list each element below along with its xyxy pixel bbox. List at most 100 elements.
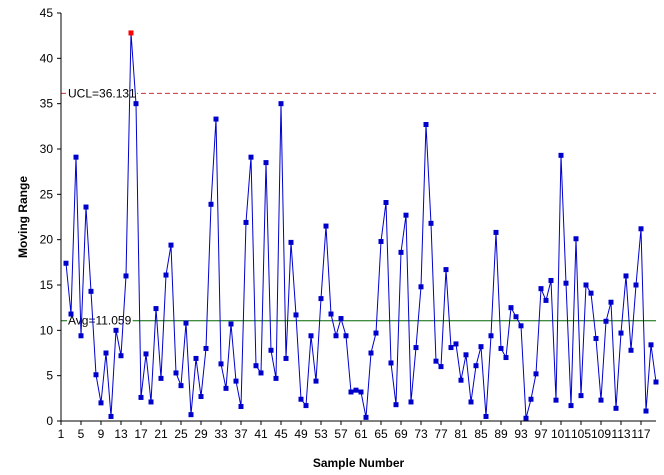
data-point	[643, 408, 649, 414]
data-point	[303, 403, 309, 409]
x-tick-label: 109	[591, 427, 611, 441]
data-point	[138, 394, 144, 400]
data-point	[333, 333, 339, 339]
data-point	[653, 379, 659, 385]
y-tick-label: 20	[40, 233, 54, 247]
x-tick-label: 97	[534, 427, 548, 441]
x-tick-label: 61	[354, 427, 368, 441]
data-point	[248, 154, 254, 160]
data-point	[573, 236, 579, 242]
data-point	[443, 267, 449, 273]
x-tick-label: 25	[174, 427, 188, 441]
x-tick-label: 45	[274, 427, 288, 441]
data-point	[603, 318, 609, 324]
data-point	[343, 333, 349, 339]
y-tick-label: 25	[40, 187, 54, 201]
data-point	[403, 212, 409, 218]
x-tick-label: 85	[474, 427, 488, 441]
data-point	[213, 116, 219, 122]
data-point	[418, 284, 424, 290]
data-point	[518, 323, 524, 329]
data-point	[318, 296, 324, 302]
x-tick-label: 41	[254, 427, 268, 441]
data-point	[398, 249, 404, 255]
data-point	[273, 375, 279, 381]
y-tick-label: 45	[40, 6, 54, 20]
data-point	[358, 389, 364, 395]
data-point	[393, 402, 399, 408]
y-axis-ticks: 0 5 10 15 20 25 30 35 40 45	[40, 6, 61, 428]
data-point	[638, 226, 644, 232]
data-point	[628, 347, 634, 353]
data-point	[278, 101, 284, 107]
data-point	[233, 378, 239, 384]
data-point	[298, 396, 304, 402]
data-point	[308, 333, 314, 339]
data-point	[258, 370, 264, 376]
data-point	[613, 405, 619, 411]
data-point	[408, 399, 414, 405]
data-point	[288, 239, 294, 245]
data-point	[553, 397, 559, 403]
data-point	[533, 371, 539, 377]
data-point	[608, 299, 614, 305]
data-point	[93, 372, 99, 378]
x-tick-label: 29	[194, 427, 208, 441]
x-axis-ticks: 1 5 9 13 17 21 25 29 33 37 41 45 49 53 57 61 65 69 73 77 81 8…	[58, 421, 651, 441]
data-point	[488, 333, 494, 339]
data-point	[88, 288, 94, 294]
data-point	[548, 277, 554, 283]
data-point	[263, 160, 269, 166]
data-point	[498, 345, 504, 351]
x-tick-label: 113	[611, 427, 630, 441]
data-markers	[63, 30, 659, 421]
x-tick-label: 1	[58, 427, 65, 441]
y-tick-label: 30	[40, 142, 54, 156]
data-point	[338, 316, 344, 322]
y-tick-label: 0	[46, 414, 53, 428]
data-point	[593, 335, 599, 341]
data-point	[103, 350, 109, 356]
x-tick-label: 65	[374, 427, 388, 441]
x-tick-label: 117	[631, 427, 650, 441]
data-point	[503, 355, 509, 361]
data-point	[478, 344, 484, 350]
out-of-control-point	[128, 30, 134, 36]
data-point	[463, 352, 469, 358]
data-point	[118, 353, 124, 359]
ref-label-background	[67, 313, 133, 328]
data-point	[83, 204, 89, 210]
data-point	[578, 393, 584, 399]
x-tick-label: 57	[334, 427, 348, 441]
data-point	[98, 400, 104, 406]
x-tick-label: 81	[454, 427, 468, 441]
data-point	[168, 242, 174, 248]
data-point	[458, 377, 464, 383]
data-point	[618, 330, 624, 336]
x-tick-label: 101	[551, 427, 571, 441]
x-tick-label: 13	[114, 427, 128, 441]
x-tick-label: 69	[394, 427, 408, 441]
data-point	[208, 201, 214, 207]
x-axis-title: Sample Number	[313, 456, 405, 470]
x-tick-label: 77	[434, 427, 448, 441]
x-tick-label: 37	[234, 427, 248, 441]
x-tick-label: 21	[154, 427, 168, 441]
data-point	[448, 345, 454, 351]
data-point	[388, 360, 394, 366]
data-point	[453, 341, 459, 347]
data-point	[368, 350, 374, 356]
data-point	[143, 351, 149, 357]
data-point	[528, 396, 534, 402]
data-point	[268, 347, 274, 353]
x-tick-label: 73	[414, 427, 428, 441]
data-point	[158, 375, 164, 381]
data-point	[193, 355, 199, 361]
x-tick-label: 105	[571, 427, 591, 441]
ref-label-background	[67, 86, 138, 101]
x-tick-label: 53	[314, 427, 328, 441]
data-point	[483, 413, 489, 419]
data-point	[493, 229, 499, 235]
data-point	[353, 387, 359, 393]
